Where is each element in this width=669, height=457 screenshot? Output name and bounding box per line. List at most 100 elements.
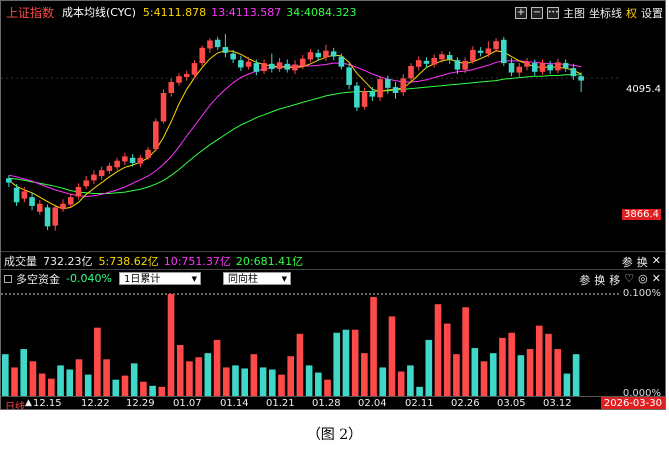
candle xyxy=(431,54,437,68)
candle xyxy=(516,63,523,77)
target-icon[interactable]: ◎ xyxy=(638,272,648,285)
indicator-menu-icon[interactable] xyxy=(4,274,12,283)
settings-button[interactable]: 设置 xyxy=(641,7,663,20)
fund-flow-bar xyxy=(84,374,92,396)
accumulate-select-value: 1日累计 xyxy=(124,274,161,285)
fund-flow-bar xyxy=(425,339,433,396)
heart-icon[interactable]: ♡ xyxy=(624,272,635,285)
fund-flow-bar xyxy=(20,349,28,396)
candle-body xyxy=(508,63,515,73)
candle xyxy=(392,82,399,99)
candle xyxy=(439,51,445,63)
fund-flow-bar xyxy=(103,359,110,396)
more-button[interactable]: ••• xyxy=(547,7,559,19)
candle-body xyxy=(214,39,221,48)
candle-body xyxy=(129,157,136,163)
candle xyxy=(153,118,159,152)
period-label[interactable]: 日线 xyxy=(5,402,25,410)
price-axis-label-upper: 4095.4 xyxy=(626,84,661,95)
candle xyxy=(269,53,275,73)
candle-body xyxy=(98,170,105,177)
candle-body xyxy=(315,52,321,58)
fund-flow-bar xyxy=(38,373,46,396)
candle-body xyxy=(400,78,407,93)
indicator-close-button[interactable]: ✕ xyxy=(651,272,661,285)
indicator-label[interactable]: 多空资金 xyxy=(16,272,60,286)
candle xyxy=(261,59,267,75)
volume-header: 成交量 732.23亿 5:738.62亿 10:751.37亿 20:681.… xyxy=(1,251,665,269)
main-chart-button[interactable]: 主图 xyxy=(563,7,585,20)
candle xyxy=(75,183,82,200)
fund-flow-bar xyxy=(259,367,267,396)
candle xyxy=(284,59,291,73)
bar-style-select[interactable]: 同向柱 ▼ xyxy=(223,272,291,285)
fund-flow-bar xyxy=(563,373,571,396)
fund-flow-bar xyxy=(462,307,469,396)
indicator-move-button[interactable]: 移 xyxy=(609,274,621,287)
volume-label[interactable]: 成交量 xyxy=(4,254,37,268)
candle-body xyxy=(176,76,182,83)
fund-flow-bar xyxy=(94,327,101,396)
volume-ma10: 10:751.37亿 xyxy=(163,254,231,268)
candle xyxy=(207,38,213,53)
candle-body xyxy=(385,79,391,88)
candle xyxy=(330,47,337,61)
fund-flow-bar xyxy=(121,375,129,396)
rights-button[interactable]: 权 xyxy=(626,7,637,20)
fund-flow-bar xyxy=(443,323,451,396)
volume-close-button[interactable]: ✕ xyxy=(651,254,661,267)
fund-flow-bar xyxy=(287,356,295,396)
fund-flow-bar xyxy=(57,365,64,396)
candle xyxy=(477,47,484,57)
candle-body xyxy=(207,40,213,49)
candle-body xyxy=(122,156,128,162)
candle xyxy=(346,63,352,90)
candle xyxy=(21,186,28,203)
date-tick: 01.21 xyxy=(266,398,295,409)
fund-flow-bar xyxy=(453,354,460,396)
fund-flow-bar xyxy=(195,357,202,396)
index-name[interactable]: 上证指数 xyxy=(6,5,55,20)
date-tick: 01.28 xyxy=(312,398,341,409)
zoom-out-button[interactable]: − xyxy=(531,7,543,19)
candle xyxy=(137,154,144,168)
candle xyxy=(106,162,113,174)
candle xyxy=(160,89,167,124)
date-tick: 02.26 xyxy=(451,398,480,409)
fund-flow-bar xyxy=(517,355,525,396)
coordinate-button[interactable]: 坐标线 xyxy=(589,7,622,20)
candle-body xyxy=(307,52,314,60)
indicator-param-button[interactable]: 参 xyxy=(579,274,591,287)
candle-body xyxy=(547,64,553,71)
fund-flow-bar xyxy=(112,379,120,396)
candle xyxy=(230,49,236,64)
indicator-switch-button[interactable]: 换 xyxy=(594,274,606,287)
candle-body xyxy=(106,165,113,171)
fund-flow-bar xyxy=(342,329,350,396)
zoom-in-button[interactable]: + xyxy=(515,7,527,19)
candle-body xyxy=(477,50,484,53)
time-axis: 日线 ▲ 12.15 12.22 12.29 01.07 01.14 01.21… xyxy=(1,396,665,410)
candle-body xyxy=(83,180,89,187)
volume-param-button[interactable]: 参 xyxy=(621,256,633,269)
ma5-line xyxy=(8,50,582,210)
accumulate-select[interactable]: 1日累计 ▼ xyxy=(119,272,201,285)
fund-flow-bar xyxy=(554,349,562,396)
candle xyxy=(83,176,89,190)
fund-flow-bar xyxy=(499,337,506,396)
candle-body xyxy=(531,63,538,72)
fund-flow-bar-chart[interactable] xyxy=(1,288,621,396)
volume-ma5: 5:738.62亿 xyxy=(98,254,159,268)
indicator-header: 多空资金 -0.040% 1日累计 ▼ 同向柱 ▼ 参 换 移 ♡ ◎ ✕ xyxy=(1,269,665,287)
fund-flow-bar xyxy=(305,365,313,396)
candle xyxy=(245,57,252,70)
indicator-value: -0.040% xyxy=(66,272,112,285)
candle xyxy=(183,70,190,81)
figure-caption: （图 2） xyxy=(306,427,363,443)
volume-switch-button[interactable]: 换 xyxy=(636,256,648,269)
candle-body xyxy=(516,66,523,73)
candlestick-chart[interactable] xyxy=(1,23,621,251)
indicator-name[interactable]: 成本均线(CYC) xyxy=(62,6,136,19)
candle xyxy=(570,63,577,80)
fund-flow-bar xyxy=(370,297,377,396)
